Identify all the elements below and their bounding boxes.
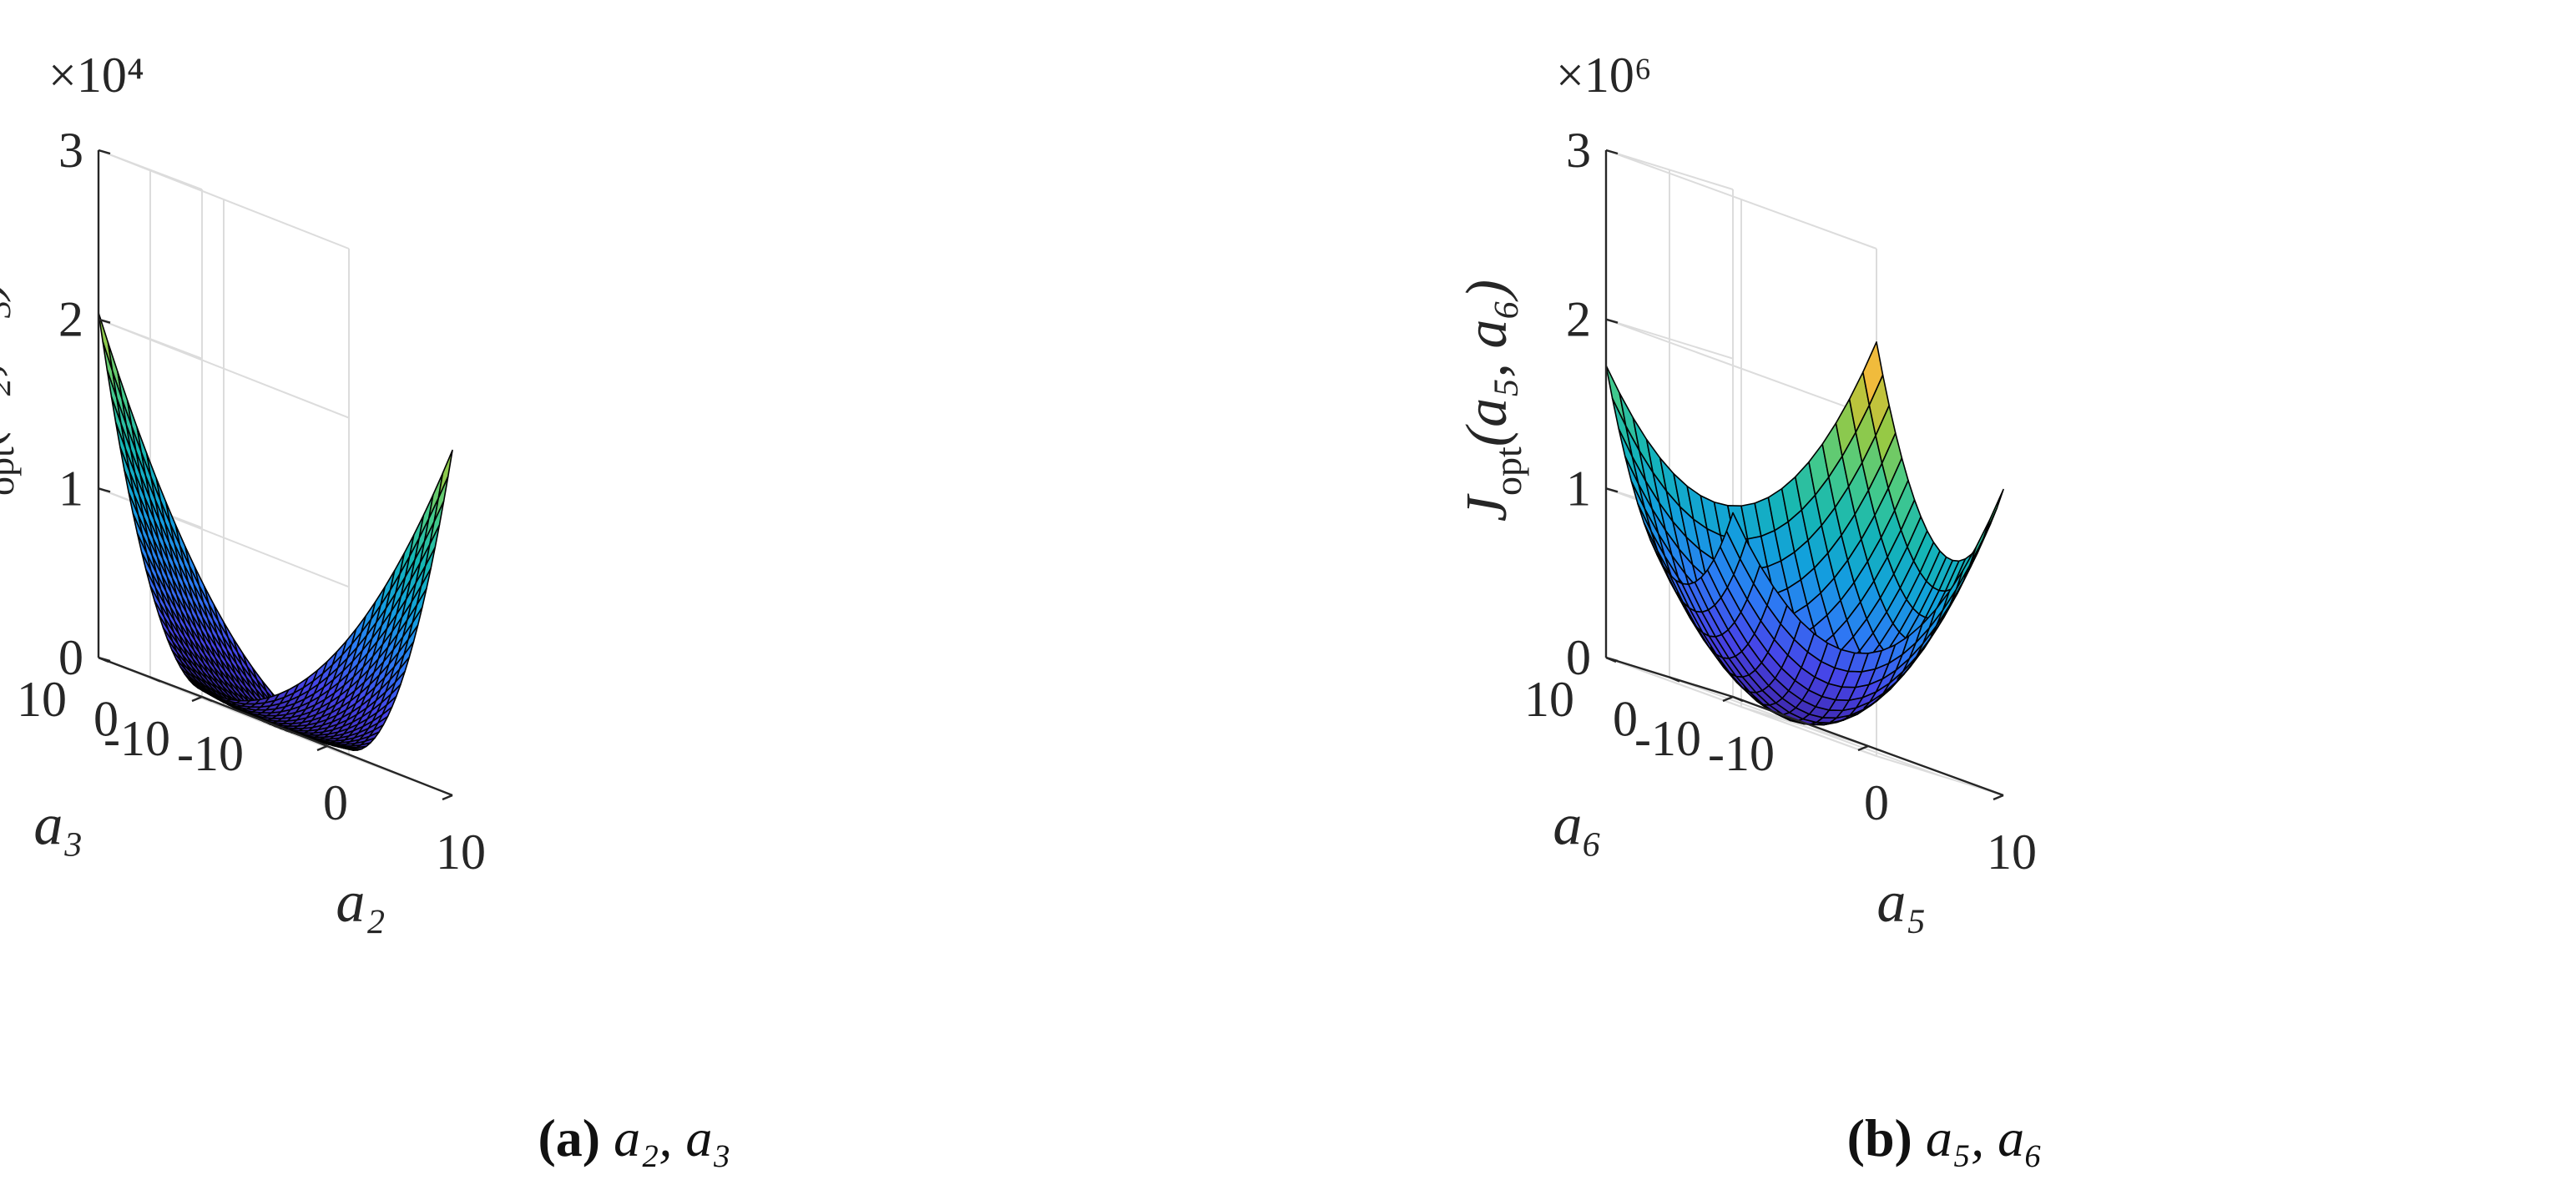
z-tick-label: 3 xyxy=(58,123,83,178)
y-tick xyxy=(1669,676,1680,683)
panel-caption: (a) a₂, a₃ xyxy=(538,1108,730,1167)
x-tick-label: 10 xyxy=(1987,824,2037,880)
y-tick xyxy=(149,676,161,683)
surface-mesh xyxy=(1605,341,2004,726)
z-tick xyxy=(98,318,111,324)
surface-facet xyxy=(437,449,453,499)
z-tick xyxy=(1605,656,1619,663)
z-tick xyxy=(1605,149,1619,155)
x-tick xyxy=(316,744,328,752)
y-tick xyxy=(201,695,213,703)
x-tick-label: 0 xyxy=(1864,775,1889,830)
x-tick xyxy=(442,794,453,801)
z-label-args: (a₂, a₃) xyxy=(0,280,12,446)
z-tick xyxy=(1605,318,1619,324)
y-axis-label: a₆ xyxy=(1553,794,1602,858)
caption-variables: a₅, a₆ xyxy=(1926,1108,2043,1167)
x-tick-label: 10 xyxy=(436,824,486,880)
panel-caption: (b) a₅, a₆ xyxy=(1847,1108,2043,1167)
z-label-subscript: opt xyxy=(1487,446,1529,496)
z-tick xyxy=(98,149,111,155)
z-tick-label: 2 xyxy=(1566,292,1591,347)
y-tick-label: 0 xyxy=(93,692,119,747)
caption-label: (b) xyxy=(1847,1108,1926,1167)
z-label-args: (a₅, a₆) xyxy=(1455,280,1519,446)
x-axis-label: a₂ xyxy=(336,870,385,935)
z-axis-label: Jopt(a₅, a₆) xyxy=(1455,280,1529,522)
z-label-subscript: opt xyxy=(0,446,22,496)
y-tick-label: 10 xyxy=(1524,672,1574,727)
x-tick-label: 0 xyxy=(323,775,348,830)
z-tick-label: 0 xyxy=(58,630,83,685)
x-tick-label: -10 xyxy=(177,726,244,781)
caption-label: (a) xyxy=(538,1108,614,1167)
z-scale-multiplier: ×10⁴ xyxy=(48,48,144,103)
z-tick-label: 1 xyxy=(1566,461,1591,516)
surface-facet xyxy=(1983,488,2004,539)
y-tick-label: -10 xyxy=(1634,711,1701,766)
z-tick-label: 3 xyxy=(1566,123,1591,178)
x-tick-label: -10 xyxy=(1708,726,1775,781)
y-tick-label: 0 xyxy=(1613,692,1638,747)
z-tick xyxy=(98,656,111,663)
y-tick xyxy=(1732,695,1744,703)
y-axis-label: a₃ xyxy=(33,794,83,858)
x-axis-label: a₅ xyxy=(1876,870,1926,935)
z-label-symbol: J xyxy=(0,493,12,522)
z-tick-label: 1 xyxy=(58,461,83,516)
y-tick-label: -10 xyxy=(104,711,170,766)
z-scale-multiplier: ×10⁶ xyxy=(1556,48,1652,103)
z-axis-label: Jopt(a₂, a₃) xyxy=(0,280,22,522)
x-tick xyxy=(1857,744,1869,752)
x-tick xyxy=(1993,794,2004,801)
z-label-symbol: J xyxy=(1455,493,1519,522)
caption-variables: a₂, a₃ xyxy=(614,1108,731,1167)
z-tick-label: 2 xyxy=(58,292,83,347)
x-tick xyxy=(191,695,203,703)
surface-mesh xyxy=(98,311,453,751)
z-tick xyxy=(98,487,111,493)
y-tick-label: 10 xyxy=(17,672,67,727)
z-tick-label: 0 xyxy=(1566,630,1591,685)
z-tick xyxy=(1605,487,1619,493)
x-tick xyxy=(1722,695,1734,703)
